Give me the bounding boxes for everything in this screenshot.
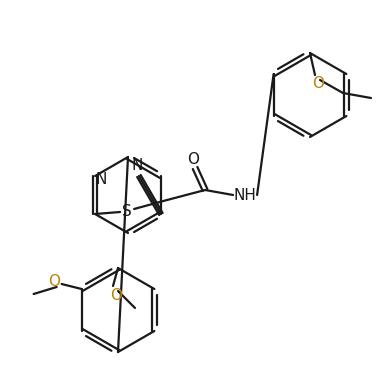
Text: O: O xyxy=(312,76,324,91)
Text: O: O xyxy=(110,288,122,303)
Text: S: S xyxy=(122,205,132,220)
Text: N: N xyxy=(95,171,107,186)
Text: O: O xyxy=(187,151,199,166)
Text: N: N xyxy=(131,157,142,173)
Text: NH: NH xyxy=(233,188,257,203)
Text: O: O xyxy=(48,274,60,290)
